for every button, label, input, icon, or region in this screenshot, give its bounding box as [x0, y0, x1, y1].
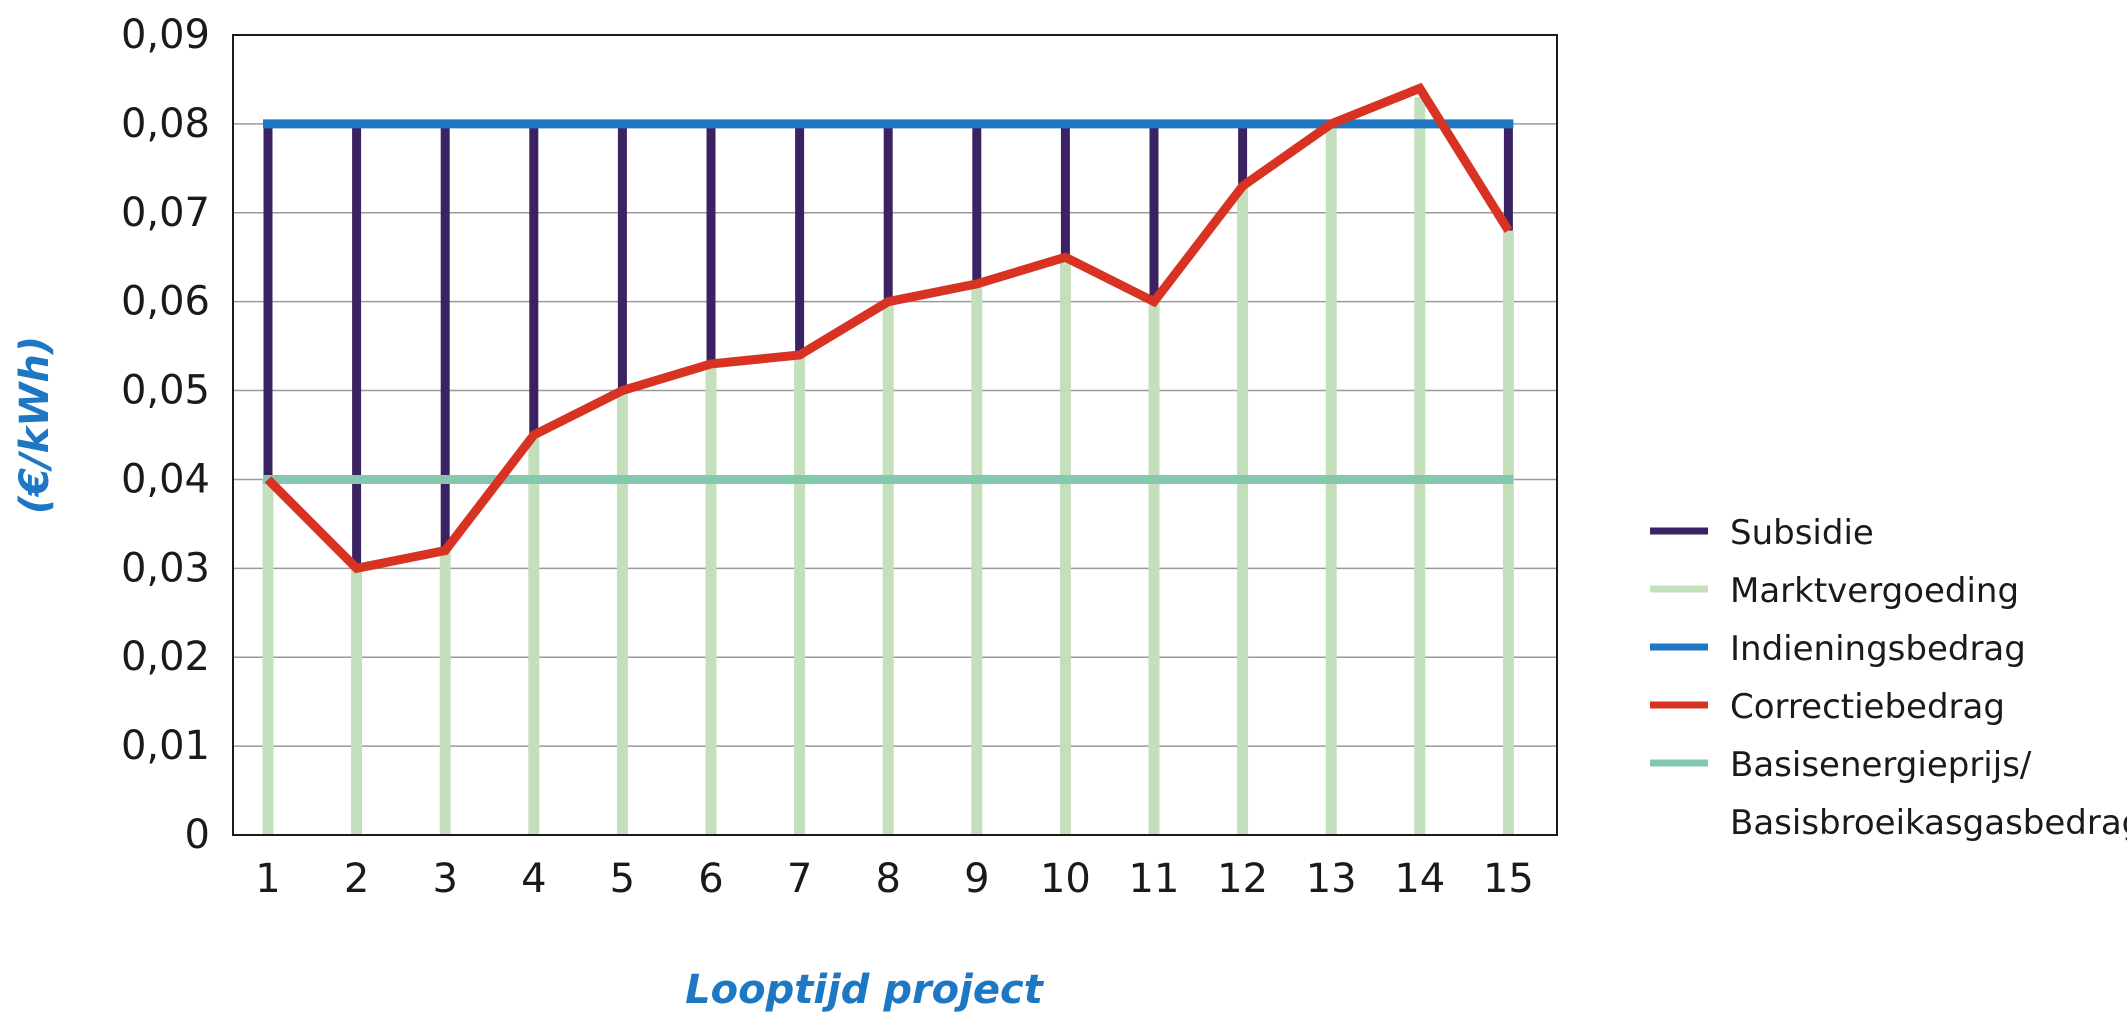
y-tick-label: 0,06	[121, 279, 210, 325]
x-tick-label: 10	[1040, 856, 1091, 902]
y-tick-label: 0,08	[121, 101, 210, 147]
y-tick-label: 0	[185, 812, 210, 858]
gridlines	[233, 123, 1557, 747]
x-tick-label: 1	[255, 856, 280, 902]
x-tick-label: 9	[964, 856, 989, 902]
x-tick-label: 7	[787, 856, 812, 902]
x-tick-label: 13	[1306, 856, 1357, 902]
y-tick-labels: 0 0,01 0,02 0,03 0,04 0,05 0,06 0,07 0,08 0,09	[121, 12, 210, 858]
x-tick-label: 5	[610, 856, 635, 902]
x-tick-label: 8	[875, 856, 900, 902]
y-tick-label: 0,07	[121, 190, 210, 236]
correction-line	[264, 82, 1513, 574]
reference-lines	[263, 119, 1514, 484]
x-tick-label: 14	[1394, 856, 1445, 902]
x-tick-labels: 1 2 3 4 5 6 7 8 9 10 11 12 13 14 15	[255, 856, 1534, 902]
y-tick-label: 0,09	[121, 12, 210, 58]
bars	[262, 97, 1514, 835]
y-tick-label: 0,04	[121, 456, 210, 502]
legend-label: Basisbroeikasgasbedrag	[1730, 803, 2127, 843]
x-tick-label: 3	[432, 856, 457, 902]
legend-label: Marktvergoeding	[1730, 571, 2019, 611]
plot-frame	[232, 34, 1558, 836]
y-tick-label: 0,03	[121, 545, 210, 591]
x-tick-label: 11	[1129, 856, 1180, 902]
legend-label: Indieningsbedrag	[1730, 629, 2026, 669]
x-tick-label: 2	[344, 856, 369, 902]
legend: Subsidie Marktvergoeding Indieningsbedrag C…	[1650, 513, 2127, 843]
x-tick-label: 12	[1217, 856, 1268, 902]
y-axis-title: (€/kWh)	[12, 336, 58, 514]
y-tick-label: 0,01	[121, 723, 210, 769]
x-tick-label: 4	[521, 856, 546, 902]
legend-label: Correctiebedrag	[1730, 687, 2005, 727]
y-tick-label: 0,05	[121, 368, 210, 414]
x-tick-label: 15	[1483, 856, 1534, 902]
x-tick-label: 6	[698, 856, 723, 902]
legend-label: Subsidie	[1730, 513, 1874, 553]
x-axis-title: Looptijd project	[685, 967, 1045, 1012]
legend-label: Basisenergieprijs/	[1730, 745, 2032, 785]
y-tick-label: 0,02	[121, 634, 210, 680]
